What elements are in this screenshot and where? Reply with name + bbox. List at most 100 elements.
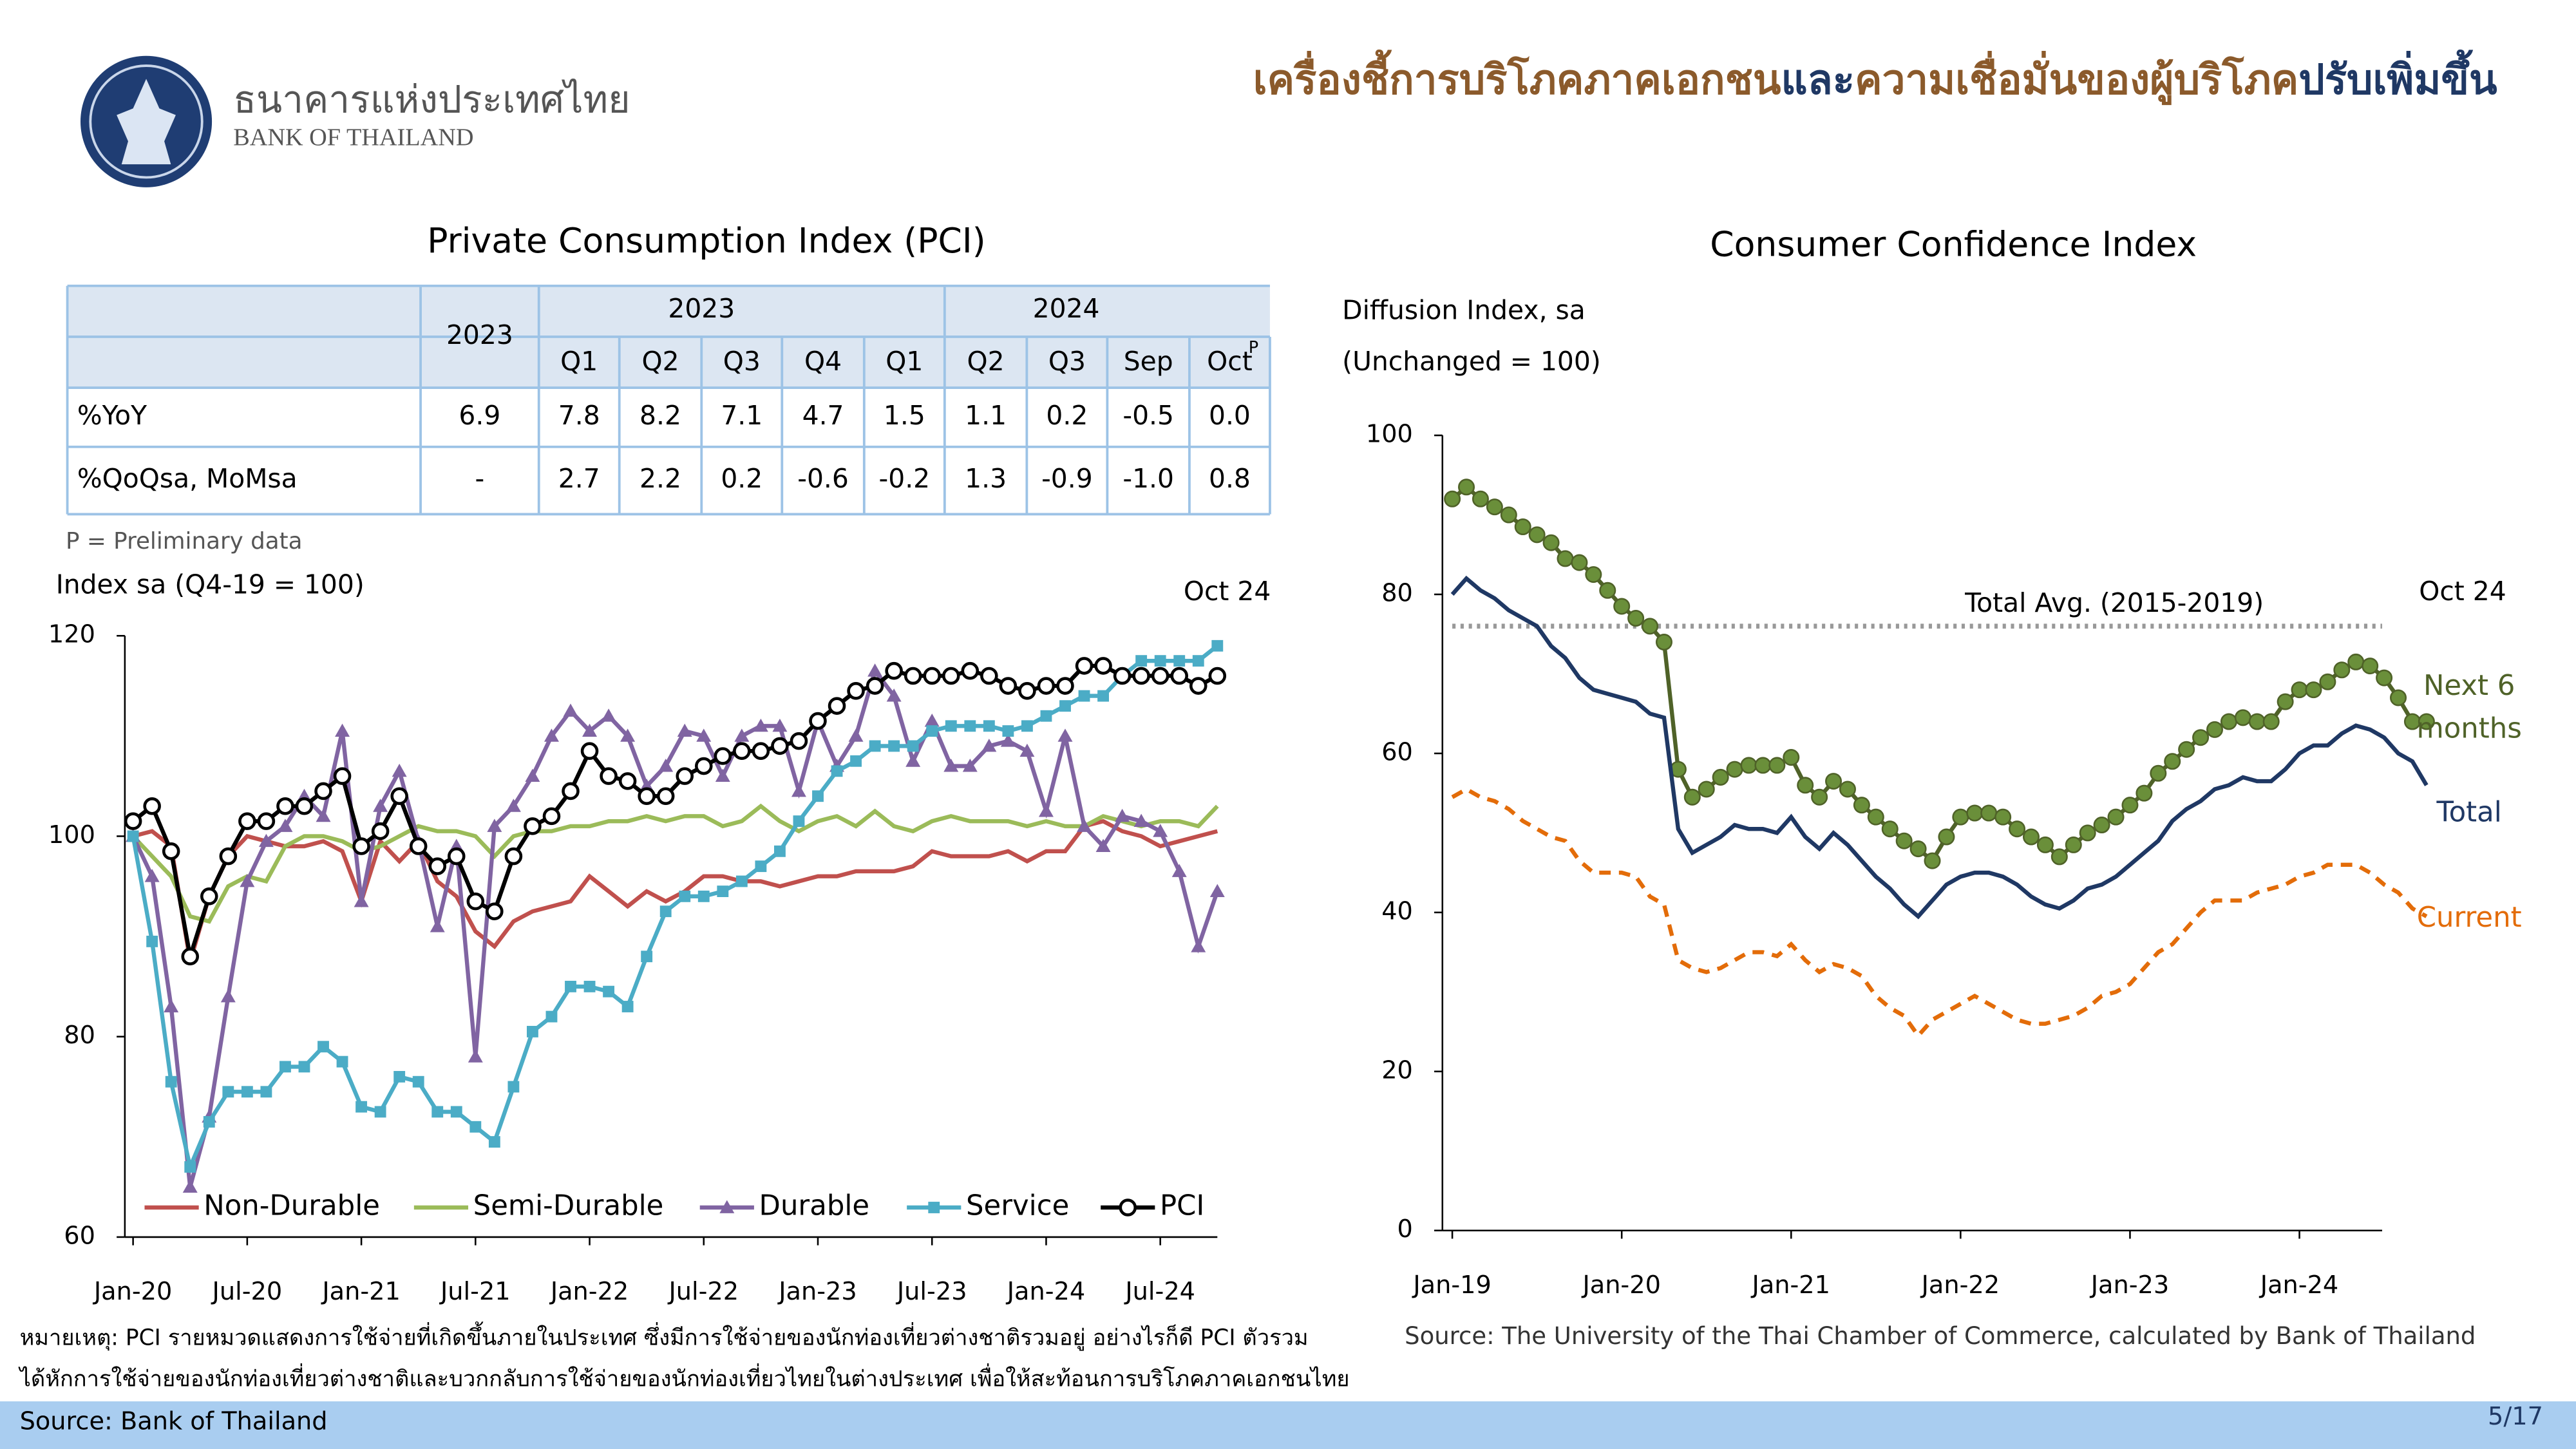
table-cell: 2.2 bbox=[639, 463, 681, 494]
marker bbox=[542, 807, 561, 826]
marker bbox=[717, 886, 729, 897]
marker bbox=[1994, 808, 2012, 826]
marker bbox=[1486, 498, 1503, 516]
series-label: Next 6 months bbox=[2416, 670, 2521, 746]
series-line bbox=[1450, 575, 2429, 920]
table-cell: 1.5 bbox=[884, 400, 925, 431]
marker bbox=[583, 980, 596, 992]
marker bbox=[1133, 813, 1149, 828]
marker bbox=[1740, 757, 1757, 774]
marker bbox=[1078, 690, 1090, 702]
marker bbox=[430, 919, 445, 933]
table-header: Sep bbox=[1124, 346, 1173, 377]
table-header: 2024 bbox=[1033, 293, 1100, 324]
marker bbox=[258, 833, 274, 848]
marker bbox=[980, 667, 998, 685]
marker bbox=[2178, 741, 2195, 758]
marker bbox=[1839, 781, 1856, 798]
marker bbox=[1208, 667, 1227, 685]
marker bbox=[146, 935, 158, 947]
marker bbox=[354, 894, 369, 907]
marker bbox=[143, 797, 161, 815]
marker bbox=[601, 708, 616, 722]
annotation: Oct 24 bbox=[1184, 576, 1271, 607]
marker bbox=[714, 747, 732, 765]
title-part: เครื่องชี้การบริโภคภาคเอกชน bbox=[1253, 49, 1781, 104]
marker bbox=[790, 732, 808, 750]
marker bbox=[164, 999, 179, 1012]
title-part: ปรับเพิ่มขึ้น bbox=[2298, 49, 2497, 104]
marker bbox=[850, 755, 862, 767]
marker bbox=[603, 985, 615, 998]
marker bbox=[791, 783, 806, 797]
note-line: หมายเหตุ: PCI รายหมวดแสดงการใช้จ่ายที่เก… bbox=[20, 1321, 1309, 1351]
marker bbox=[753, 718, 768, 732]
marker bbox=[696, 728, 712, 742]
marker bbox=[448, 847, 466, 866]
x-tick-label: Jul-20 bbox=[211, 1277, 283, 1306]
marker bbox=[1444, 490, 1461, 507]
marker bbox=[1472, 490, 1489, 507]
x-tick-label: Jan-22 bbox=[1920, 1271, 2000, 1300]
marker bbox=[127, 830, 139, 842]
marker bbox=[1627, 609, 1645, 627]
marker bbox=[504, 847, 523, 866]
marker bbox=[1924, 852, 1941, 869]
marker bbox=[772, 718, 788, 732]
marker bbox=[525, 768, 540, 782]
marker bbox=[468, 1049, 483, 1063]
table-header: Q3 bbox=[723, 346, 761, 377]
marker bbox=[1170, 667, 1189, 685]
y-tick-label: 80 bbox=[1381, 578, 1413, 607]
legend-marker bbox=[928, 1202, 940, 1213]
x-tick-label: Jan-24 bbox=[2259, 1271, 2338, 1300]
marker bbox=[1191, 939, 1206, 952]
series-label: Total bbox=[2437, 797, 2502, 829]
marker bbox=[847, 682, 865, 700]
marker bbox=[1211, 639, 1224, 652]
marker bbox=[1938, 828, 1955, 846]
table-header: Q4 bbox=[804, 346, 842, 377]
table-cell: 7.8 bbox=[558, 400, 600, 431]
series-line bbox=[132, 819, 1218, 962]
marker bbox=[1037, 677, 1056, 695]
table-cell: -0.6 bbox=[797, 463, 849, 494]
marker bbox=[580, 742, 599, 760]
marker bbox=[409, 837, 428, 855]
marker bbox=[1811, 788, 1828, 806]
x-tick-label: Jan-19 bbox=[1412, 1271, 1491, 1300]
marker bbox=[545, 1010, 558, 1023]
marker bbox=[2136, 784, 2153, 802]
marker bbox=[1458, 478, 1475, 496]
marker bbox=[1599, 582, 1616, 599]
table-row-label: %QoQsa, MoMsa bbox=[77, 463, 298, 494]
marker bbox=[240, 874, 255, 887]
marker bbox=[2347, 653, 2365, 670]
marker bbox=[2277, 693, 2294, 710]
marker bbox=[1173, 655, 1186, 667]
marker bbox=[1038, 804, 1054, 817]
legend-label: Non-Durable bbox=[204, 1189, 380, 1222]
table-header: Q2 bbox=[641, 346, 679, 377]
table-cell: -0.2 bbox=[879, 463, 931, 494]
marker bbox=[809, 712, 827, 730]
marker bbox=[641, 951, 653, 963]
series-label-text: Current bbox=[2416, 902, 2522, 935]
footer-bar bbox=[0, 1401, 2576, 1449]
marker bbox=[600, 767, 618, 785]
marker bbox=[1192, 655, 1204, 667]
marker bbox=[1057, 728, 1073, 742]
marker bbox=[638, 787, 656, 806]
marker bbox=[524, 817, 542, 835]
marker bbox=[295, 797, 314, 815]
marker bbox=[1113, 667, 1132, 685]
marker bbox=[2234, 709, 2251, 726]
marker bbox=[848, 728, 864, 742]
marker bbox=[2150, 764, 2167, 782]
marker bbox=[962, 759, 978, 772]
marker bbox=[1153, 824, 1168, 837]
x-tick-label: Jul-21 bbox=[439, 1277, 511, 1306]
marker bbox=[1500, 506, 1517, 524]
marker bbox=[1825, 773, 1842, 790]
marker bbox=[2262, 713, 2280, 730]
